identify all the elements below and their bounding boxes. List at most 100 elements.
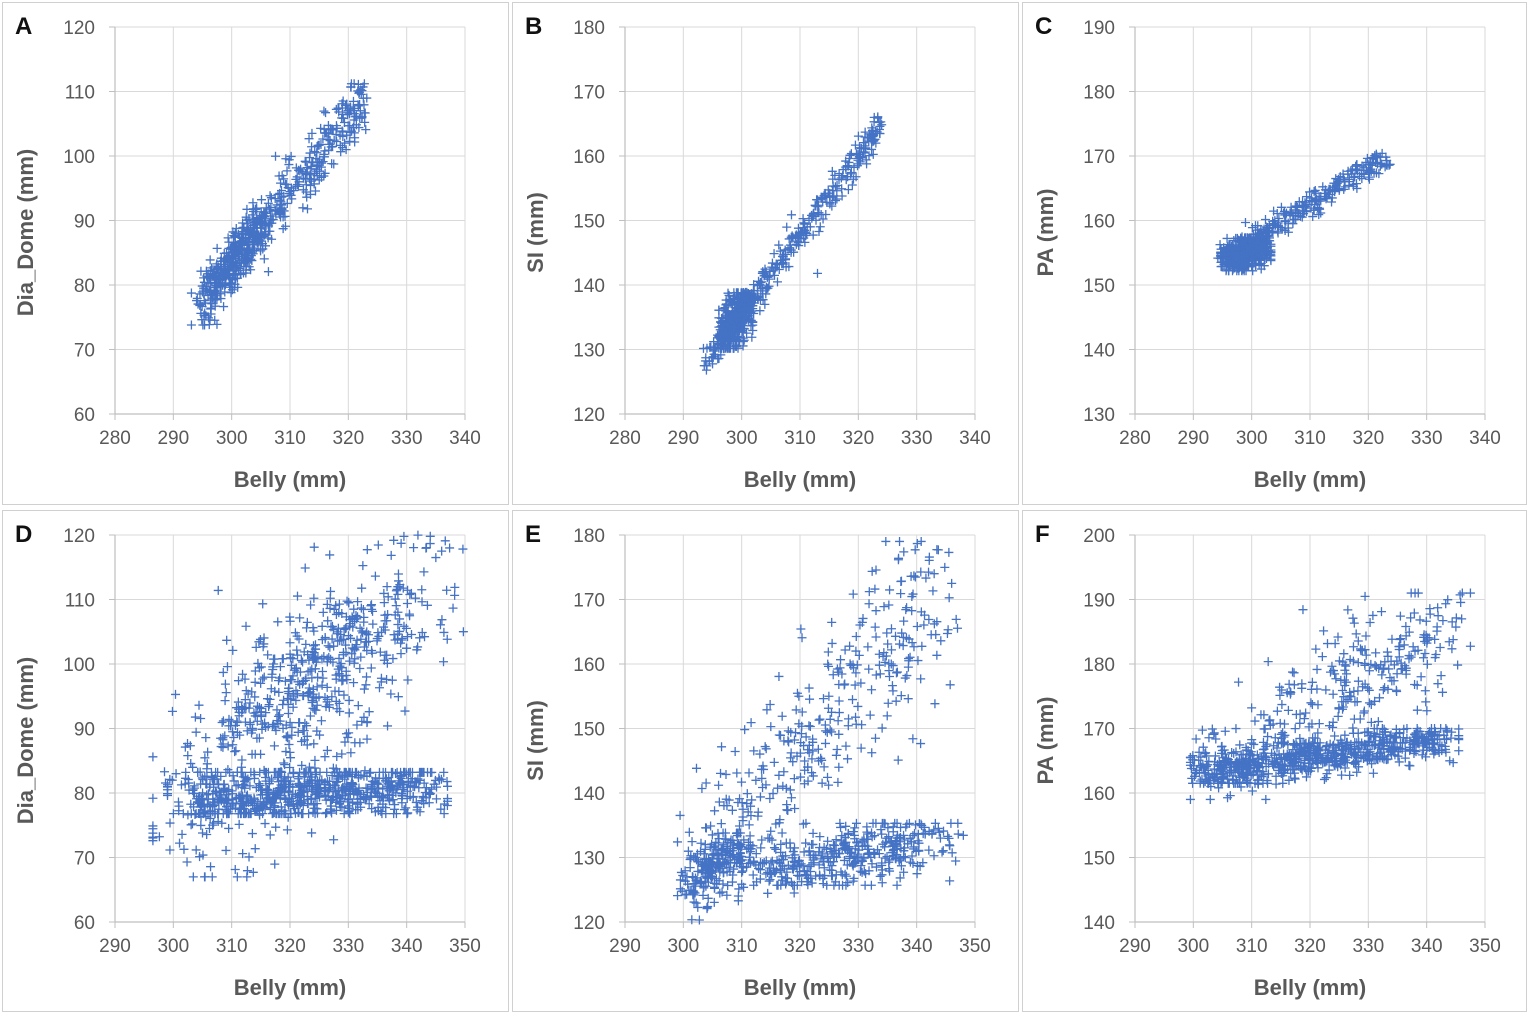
data-point: [231, 274, 241, 284]
data-point: [219, 302, 229, 312]
data-point: [831, 835, 841, 845]
data-point: [1235, 740, 1245, 750]
data-point: [401, 803, 411, 813]
data-point: [942, 629, 952, 639]
x-tick-label: 340: [1469, 428, 1501, 449]
data-point: [1250, 716, 1260, 726]
data-point: [301, 187, 311, 197]
data-point: [425, 788, 435, 798]
data-point: [737, 879, 747, 889]
data-point: [380, 625, 390, 635]
data-point: [868, 136, 878, 146]
data-point: [323, 641, 333, 651]
data-point: [244, 225, 254, 235]
x-tick-label: 330: [901, 428, 933, 449]
data-point: [933, 823, 943, 833]
data-point: [346, 748, 356, 758]
data-point: [415, 767, 425, 777]
data-point: [338, 772, 348, 782]
data-point: [273, 711, 283, 721]
data-point: [742, 328, 752, 338]
data-point: [360, 766, 370, 776]
x-tick-label: 330: [391, 428, 423, 449]
data-point: [767, 262, 777, 272]
data-point: [867, 859, 877, 869]
data-point: [782, 800, 792, 810]
data-point: [373, 806, 383, 816]
data-point: [690, 873, 700, 883]
data-point: [1345, 655, 1355, 665]
data-point: [265, 206, 275, 216]
data-point: [917, 641, 927, 651]
data-point: [218, 716, 228, 726]
data-point: [211, 767, 221, 777]
data-point: [270, 205, 280, 215]
data-point: [834, 708, 844, 718]
data-point: [430, 775, 440, 785]
data-point: [714, 305, 724, 315]
data-point: [924, 826, 934, 836]
data-point: [295, 166, 305, 176]
data-point: [739, 835, 749, 845]
data-point: [234, 244, 244, 254]
data-point: [417, 627, 427, 637]
data-point: [1330, 731, 1340, 741]
data-point: [310, 640, 320, 650]
data-point: [337, 676, 347, 686]
data-point: [245, 809, 255, 819]
data-point: [785, 785, 795, 795]
data-point: [318, 607, 328, 617]
data-point: [806, 860, 816, 870]
data-point: [935, 833, 945, 843]
data-point: [368, 606, 378, 616]
data-point: [355, 738, 365, 748]
data-point: [1293, 211, 1303, 221]
data-point: [1264, 716, 1274, 726]
data-point: [220, 679, 230, 689]
chart-panel-e: E 290 300 310 320 330 340 350 120 130 140 150 160 170…: [512, 510, 1019, 1012]
data-point: [1310, 185, 1320, 195]
data-point: [728, 835, 738, 845]
data-point: [222, 662, 232, 672]
data-point: [701, 778, 711, 788]
data-point: [1451, 622, 1461, 632]
data-point: [814, 208, 824, 218]
data-point: [794, 241, 804, 251]
data-point: [760, 299, 770, 309]
data-point: [1325, 667, 1335, 677]
data-point: [738, 812, 748, 822]
data-point: [693, 866, 703, 876]
data-point: [320, 692, 330, 702]
y-tick-label: 170: [1083, 147, 1115, 168]
data-point: [334, 653, 344, 663]
data-point: [814, 860, 824, 870]
data-point: [1359, 708, 1369, 718]
data-point: [431, 794, 441, 804]
data-point: [335, 793, 345, 803]
data-point: [302, 617, 312, 627]
data-point: [375, 796, 385, 806]
data-point: [325, 136, 335, 146]
data-point: [932, 650, 942, 660]
data-point: [823, 659, 833, 669]
data-point: [1327, 197, 1337, 207]
data-point: [869, 831, 879, 841]
data-point: [272, 716, 282, 726]
data-point: [766, 868, 776, 878]
data-point: [337, 126, 347, 136]
data-point: [180, 742, 190, 752]
data-point: [333, 636, 343, 646]
data-point: [1209, 728, 1219, 738]
data-point: [331, 674, 341, 684]
scatter-plot: 280 290 300 310 320 330 34060708090100110120Be…: [13, 18, 481, 492]
data-point: [1387, 634, 1397, 644]
data-point: [764, 274, 774, 284]
data-point: [181, 773, 191, 783]
data-point: [198, 828, 207, 838]
data-point: [1328, 717, 1338, 727]
data-point: [250, 844, 260, 854]
data-point: [328, 763, 338, 773]
data-point: [786, 793, 796, 803]
data-point: [284, 739, 294, 749]
